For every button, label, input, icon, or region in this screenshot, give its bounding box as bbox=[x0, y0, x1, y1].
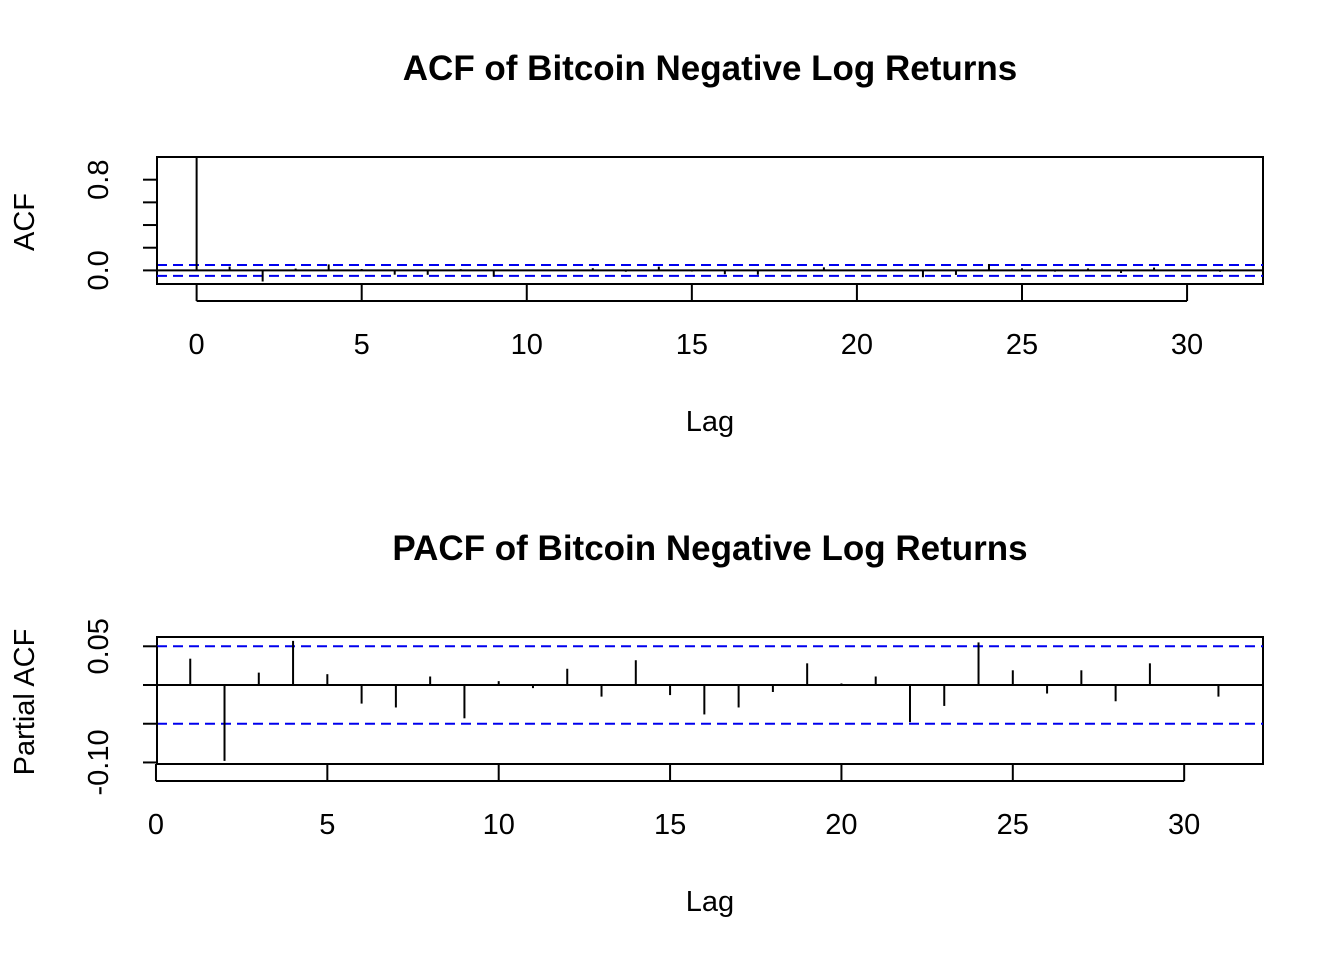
acf-x-tick-label: 25 bbox=[1006, 329, 1038, 361]
pacf-panel: PACF of Bitcoin Negative Log Returns Lag… bbox=[9, 529, 1264, 918]
acf-x-tick-label: 5 bbox=[354, 329, 370, 361]
pacf-x-tick-label: 20 bbox=[825, 809, 857, 841]
acf-y-tick-label: 0.0 bbox=[83, 250, 115, 290]
acf-x-axis-label: Lag bbox=[686, 406, 734, 438]
pacf-x-tick-label: 5 bbox=[319, 809, 335, 841]
acf-y-axis-label: ACF bbox=[9, 193, 41, 251]
pacf-x-tick-label: 15 bbox=[654, 809, 686, 841]
pacf-plot-frame bbox=[156, 636, 1264, 765]
acf-marks: 0.0 0.8 0 5 10 15 20 25 30 bbox=[83, 156, 1264, 361]
pacf-chart-title: PACF of Bitcoin Negative Log Returns bbox=[392, 529, 1027, 568]
acf-x-tick-label: 0 bbox=[189, 329, 205, 361]
pacf-x-axis-label: Lag bbox=[686, 886, 734, 918]
pacf-x-tick-label: 30 bbox=[1168, 809, 1200, 841]
acf-x-tick-label: 15 bbox=[676, 329, 708, 361]
pacf-x-tick-label: 25 bbox=[997, 809, 1029, 841]
acf-panel: ACF of Bitcoin Negative Log Returns Lag … bbox=[9, 49, 1264, 438]
acf-chart-title: ACF of Bitcoin Negative Log Returns bbox=[403, 49, 1017, 88]
acf-x-tick-label: 30 bbox=[1171, 329, 1203, 361]
acf-y-tick-label: 0.8 bbox=[83, 160, 115, 200]
pacf-y-tick-label: -0.10 bbox=[83, 729, 115, 795]
pacf-x-tick-label: 10 bbox=[483, 809, 515, 841]
pacf-y-axis-label: Partial ACF bbox=[9, 629, 41, 776]
acf-x-tick-label: 10 bbox=[511, 329, 543, 361]
pacf-x-tick-label: 0 bbox=[148, 809, 164, 841]
pacf-marks: -0.10 0.05 0 5 10 15 20 25 30 bbox=[83, 618, 1264, 841]
acf-x-tick-label: 20 bbox=[841, 329, 873, 361]
pacf-y-tick-label: 0.05 bbox=[83, 618, 115, 674]
